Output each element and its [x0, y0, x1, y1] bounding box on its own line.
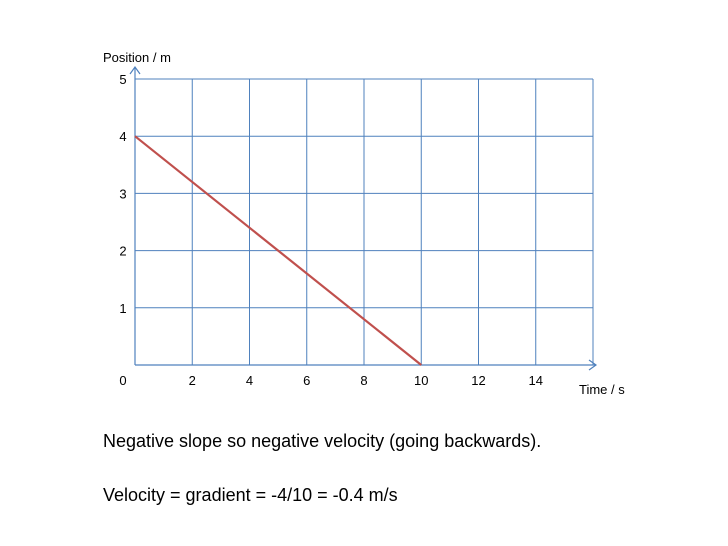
- x-tick-label-14: 14: [529, 373, 543, 388]
- grid-lines: [135, 78, 594, 365]
- series-lines: [134, 135, 422, 366]
- y-axis-label: Position / m: [103, 50, 171, 65]
- axes: [129, 65, 598, 371]
- x-tick-label-12: 12: [471, 373, 485, 388]
- y-tick-label-4: 4: [119, 129, 126, 144]
- x-axis-arrow: [588, 359, 598, 371]
- x-tick-label-10: 10: [414, 373, 428, 388]
- x-tick-label-6: 6: [303, 373, 310, 388]
- y-axis-arrow: [129, 65, 141, 75]
- x-tick-label-2: 2: [189, 373, 196, 388]
- slope-note: Negative slope so negative velocity (goi…: [103, 431, 542, 451]
- x-tick-label-4: 4: [246, 373, 253, 388]
- y-tick-label-5: 5: [119, 72, 126, 87]
- x-axis-label: Time / s: [579, 382, 625, 397]
- x-tick-label-0: 0: [119, 373, 126, 388]
- velocity-note: Velocity = gradient = -4/10 = -0.4 m/s: [103, 485, 398, 505]
- y-tick-label-3: 3: [119, 186, 126, 201]
- x-tick-label-8: 8: [360, 373, 367, 388]
- y-tick-label-2: 2: [119, 244, 126, 259]
- y-tick-label-1: 1: [119, 301, 126, 316]
- series-line-0: [134, 135, 422, 366]
